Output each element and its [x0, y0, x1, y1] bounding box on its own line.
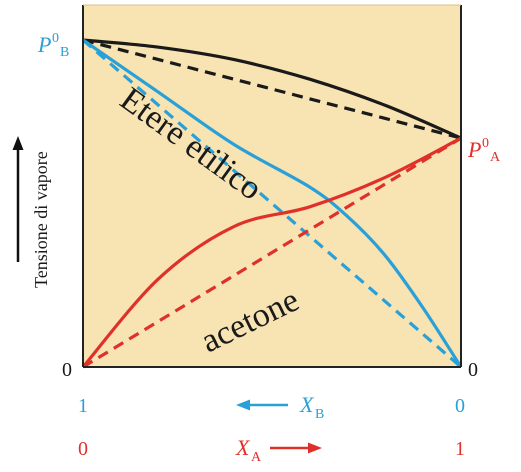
xa-left-value: 0: [78, 438, 88, 460]
curve-acetone-ideal: [82, 136, 462, 369]
plot-background: [83, 5, 461, 367]
svg-text:A: A: [490, 150, 501, 165]
svg-text:0: 0: [52, 31, 59, 46]
curve-ether-ideal: [81, 38, 463, 369]
svg-text:B: B: [315, 407, 324, 422]
curve-acetone: [81, 136, 462, 369]
svg-text:A: A: [251, 450, 262, 465]
svg-text:P: P: [467, 137, 481, 162]
xa-arrow: [270, 442, 322, 454]
svg-text:B: B: [60, 45, 69, 60]
curve-total-ideal: [82, 38, 462, 140]
xb-arrow: [236, 399, 288, 411]
xa-right-value: 1: [455, 438, 465, 460]
svg-text:0: 0: [482, 136, 489, 151]
y-axis-arrow: [12, 136, 24, 262]
xb-label: X B: [299, 392, 324, 422]
curves: [81, 38, 463, 369]
label-p0-a: P 0 A: [467, 136, 501, 165]
y-axis-label: Tensione di vapore: [31, 151, 51, 288]
svg-text:P: P: [37, 32, 51, 57]
curve-ether: [82, 38, 463, 368]
xb-left-value: 1: [78, 395, 88, 417]
svg-text:X: X: [299, 392, 315, 417]
curve-total: [82, 38, 462, 140]
label-p0-b: P 0 B: [37, 31, 69, 60]
label-zero-left: 0: [62, 359, 72, 381]
svg-text:X: X: [235, 435, 251, 460]
label-zero-right: 0: [468, 359, 478, 381]
xa-label: X A: [235, 435, 262, 465]
xb-right-value: 0: [455, 395, 465, 417]
